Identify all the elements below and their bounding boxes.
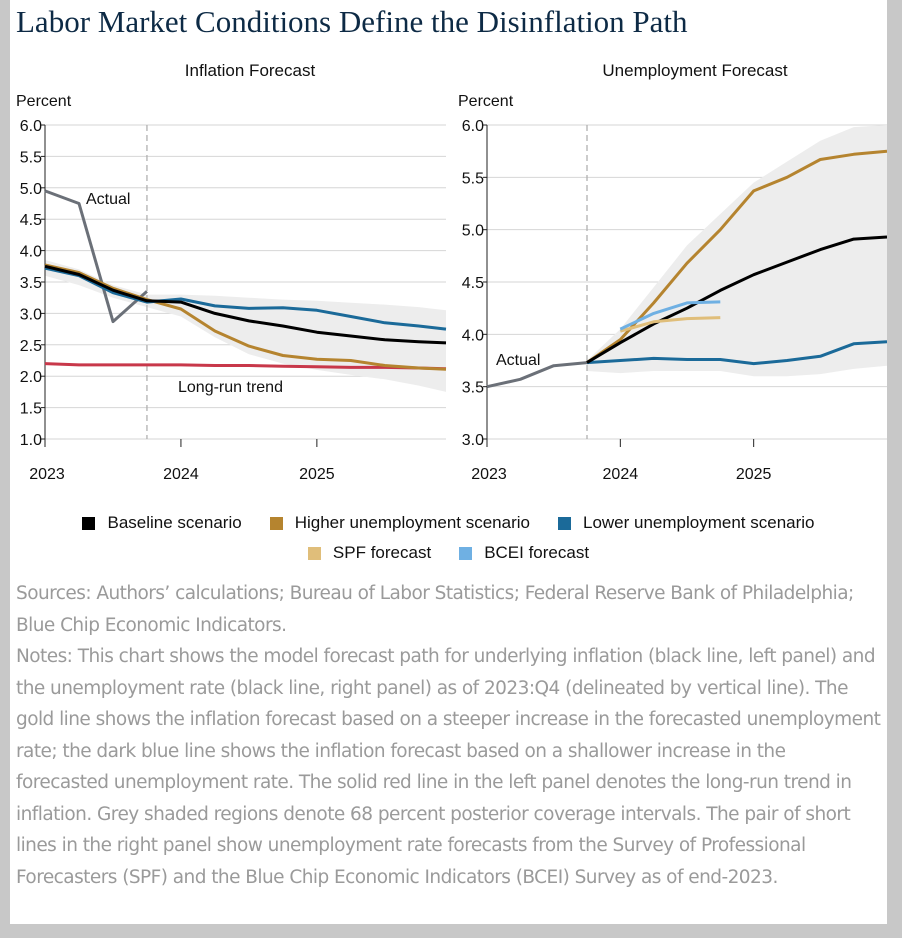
legend-item-higher-unemployment: Higher unemployment scenario	[269, 513, 530, 533]
y-tick-label: 4.5	[462, 275, 484, 292]
notes-text: Notes: This chart shows the model foreca…	[16, 646, 881, 888]
legend-label: BCEI forecast	[484, 543, 590, 562]
legend-swatch	[269, 516, 283, 530]
y-tick-label: 6.0	[20, 118, 42, 135]
legend-label: Baseline scenario	[107, 513, 242, 532]
legend-label: SPF forecast	[332, 543, 432, 562]
y-tick-labels: 1.0 1.5 2.0 2.5 3.0 3.5 4.0 4.5 5.0 5.5 …	[20, 118, 42, 449]
x-tick-label: 2025	[736, 466, 772, 483]
y-tick-label: 1.0	[20, 432, 42, 449]
chart-card: Labor Market Conditions Define the Disin…	[10, 0, 887, 924]
y-tick-labels: 3.0 3.5 4.0 4.5 5.0 5.5 6.0	[462, 118, 484, 449]
legend-item-bcei: BCEI forecast	[459, 543, 589, 563]
y-tick-label: 3.5	[20, 275, 42, 292]
series-line-higher-unemployment	[44, 263, 447, 371]
legend-label: Lower unemployment scenario	[582, 513, 815, 532]
annotation-actual: Actual	[86, 191, 130, 208]
series-lines	[44, 189, 447, 371]
series-line-spf-forecast	[619, 316, 721, 333]
charts-svg: Inflation Forecast Percent 1.0 1.5 2.0 2…	[16, 61, 887, 483]
coverage-band	[45, 260, 446, 392]
y-tick-label: 5.5	[20, 149, 42, 166]
y-axis-label: Percent	[458, 93, 514, 110]
page-title: Labor Market Conditions Define the Disin…	[16, 4, 688, 39]
legend-item-lower-unemployment: Lower unemployment scenario	[557, 513, 815, 533]
y-tick-label: 3.5	[462, 380, 484, 397]
series-line-lower-unemployment	[44, 266, 447, 331]
y-tick-label: 2.5	[20, 338, 42, 355]
series-line-baseline	[586, 235, 887, 364]
series-line-actual	[486, 361, 588, 389]
series-lines	[486, 149, 887, 389]
series-line-baseline	[44, 264, 447, 345]
annotation-long-run-trend: Long-run trend	[178, 379, 283, 396]
legend-label: Higher unemployment scenario	[294, 513, 530, 532]
legend-swatch	[557, 516, 571, 530]
gridlines	[45, 124, 446, 440]
notes-section: Sources: Authors’ calculations; Bureau o…	[16, 578, 882, 893]
y-tick-label: 3.0	[20, 306, 42, 323]
axes	[483, 124, 755, 447]
y-tick-label: 2.0	[20, 369, 42, 386]
panel-title: Unemployment Forecast	[602, 61, 787, 80]
legend-item-baseline: Baseline scenario	[82, 513, 242, 533]
legend-row: SPF forecast BCEI forecast	[10, 538, 887, 568]
series-line-bcei-forecast	[619, 300, 721, 331]
x-tick-labels: 2023 2024 2025	[29, 466, 335, 483]
x-tick-label: 2023	[29, 466, 65, 483]
y-tick-label: 5.0	[462, 223, 484, 240]
inflation-panel: Inflation Forecast Percent 1.0 1.5 2.0 2…	[16, 61, 447, 483]
series-line-actual	[44, 189, 148, 324]
x-tick-labels: 2023 2024 2025	[471, 466, 771, 483]
y-tick-label: 4.5	[20, 212, 42, 229]
y-tick-label: 1.5	[20, 401, 42, 418]
panel-title: Inflation Forecast	[185, 61, 316, 80]
legend-item-spf: SPF forecast	[307, 543, 432, 563]
coverage-band	[587, 125, 887, 377]
sources-text: Sources: Authors’ calculations; Bureau o…	[16, 583, 854, 636]
x-tick-label: 2023	[471, 466, 507, 483]
y-tick-label: 3.0	[462, 432, 484, 449]
legend-row: Baseline scenario Higher unemployment sc…	[10, 508, 887, 538]
x-tick-label: 2024	[603, 466, 639, 483]
x-tick-label: 2025	[299, 466, 335, 483]
annotation-actual: Actual	[496, 352, 540, 369]
unemployment-panel: Unemployment Forecast Percent 3.0 3.5 4.…	[458, 61, 887, 483]
y-tick-label: 5.5	[462, 170, 484, 187]
x-tick-label: 2024	[163, 466, 199, 483]
y-tick-label: 6.0	[462, 118, 484, 135]
series-line-lower-unemployment	[586, 340, 887, 366]
series-line-long-run-trend	[44, 362, 447, 371]
legend-swatch	[307, 546, 321, 560]
legend: Baseline scenario Higher unemployment sc…	[10, 508, 887, 568]
legend-swatch	[459, 546, 473, 560]
y-tick-label: 4.0	[20, 244, 42, 261]
axes	[41, 124, 318, 447]
y-axis-label: Percent	[16, 93, 72, 110]
y-tick-label: 4.0	[462, 327, 484, 344]
legend-swatch	[82, 516, 96, 530]
y-tick-label: 5.0	[20, 181, 42, 198]
